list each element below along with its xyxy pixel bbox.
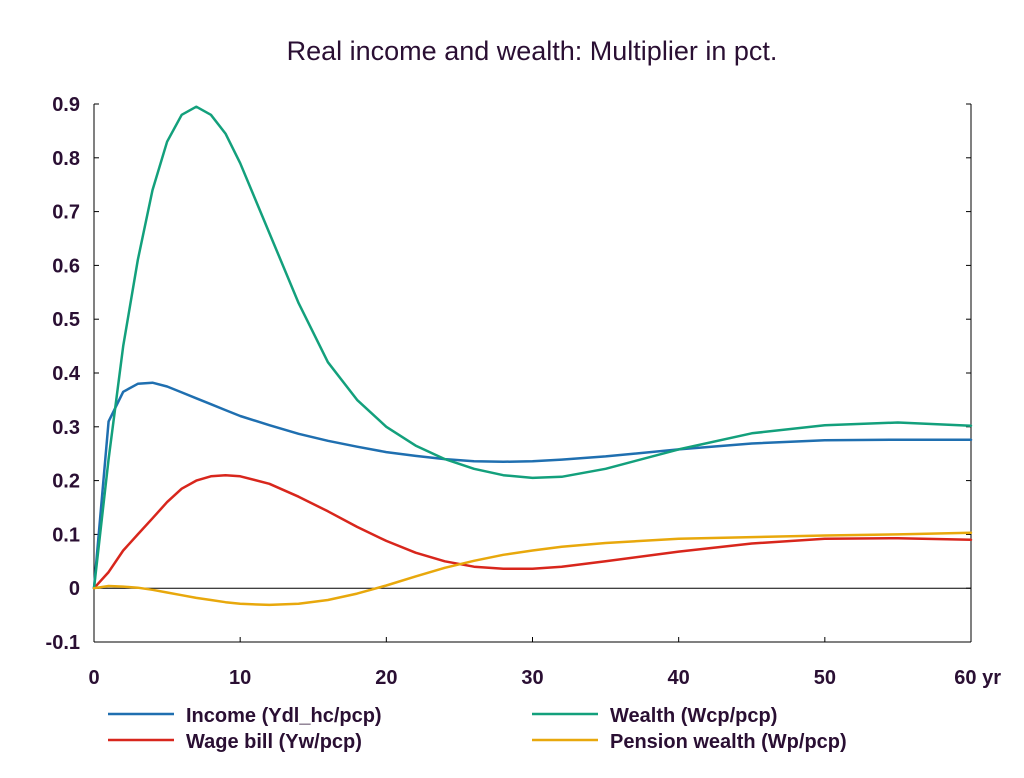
x-tick-label: 10	[229, 667, 251, 689]
x-tick-label: 30	[521, 667, 543, 689]
y-tick-label: 0.6	[52, 255, 80, 277]
series-line-2	[92, 473, 973, 590]
chart-title: Real income and wealth: Multiplier in pc…	[287, 36, 778, 66]
y-tick-label: 0.8	[52, 148, 80, 170]
y-tick-label: 0.1	[52, 524, 80, 546]
x-tick-label: 60 yr	[954, 667, 1001, 689]
series-line-4	[92, 531, 973, 607]
x-tick-label: 0	[88, 667, 99, 689]
y-tick-label: 0	[69, 578, 80, 600]
y-tick-label: 0.7	[52, 202, 80, 224]
legend-label-3: Wealth (Wcp/pcp)	[610, 705, 777, 727]
y-tick-label: 0.4	[52, 363, 81, 385]
y-tick-label: 0.9	[52, 94, 80, 116]
legend-label-1: Income (Ydl_hc/pcp)	[186, 705, 382, 727]
series-line-1	[92, 381, 973, 590]
series-line-3	[92, 105, 973, 590]
y-tick-label: -0.1	[46, 632, 80, 654]
legend-label-4: Pension wealth (Wp/pcp)	[610, 731, 847, 753]
y-tick-label: 0.2	[52, 471, 80, 493]
series-layer	[92, 105, 973, 607]
x-tick-label: 40	[668, 667, 690, 689]
legend: Income (Ydl_hc/pcp) Wage bill (Yw/pcp) Wea…	[108, 705, 847, 753]
y-tick-label: 0.5	[52, 309, 80, 331]
x-tick-label: 20	[375, 667, 397, 689]
x-tick-label: 50	[814, 667, 836, 689]
y-axis: -0.1 0 0.1 0.2 0.3 0.4 0.5 0.6 0.7 0.8 0.9	[46, 94, 971, 654]
y-tick-label: 0.3	[52, 417, 80, 439]
plot-area	[93, 104, 972, 643]
x-axis: 0 10 20 30 40 50 60 yr	[88, 637, 1001, 689]
legend-label-2: Wage bill (Yw/pcp)	[186, 731, 362, 753]
